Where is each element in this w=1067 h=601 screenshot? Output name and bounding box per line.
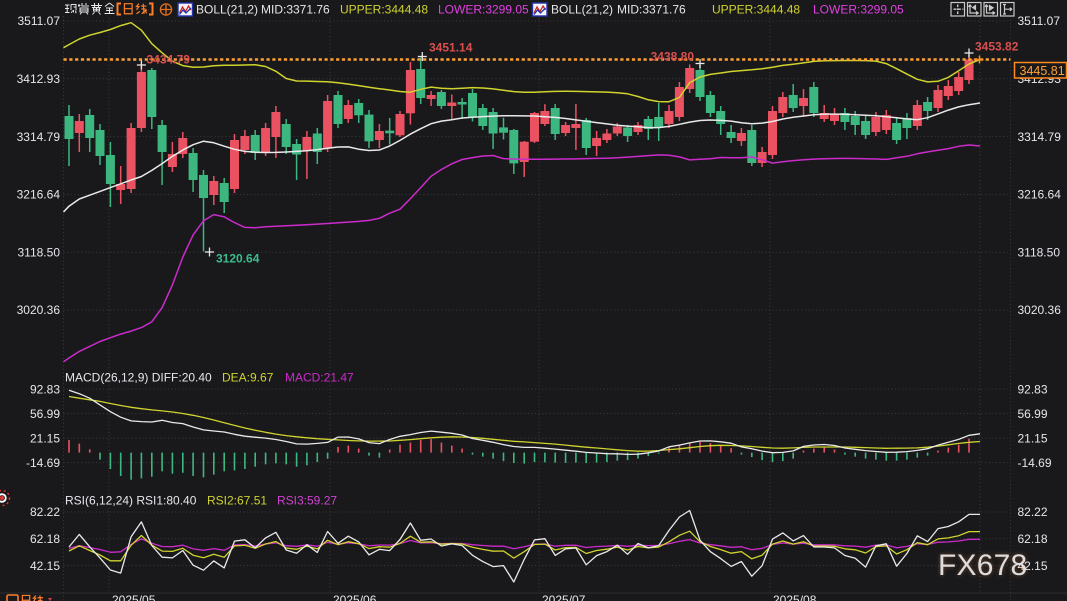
svg-text:LOWER:3299.05: LOWER:3299.05	[813, 3, 904, 17]
svg-text:2025/06: 2025/06	[333, 593, 377, 601]
svg-text:2025/07: 2025/07	[542, 593, 586, 601]
svg-text:92.83: 92.83	[1018, 382, 1048, 396]
svg-text:FX678: FX678	[938, 549, 1027, 582]
svg-text:RSI3:59.27: RSI3:59.27	[277, 494, 337, 508]
svg-text:RSI2:67.51: RSI2:67.51	[207, 494, 267, 508]
svg-text:3434.79: 3434.79	[147, 53, 191, 67]
svg-text:3511.07: 3511.07	[18, 14, 61, 28]
svg-text:3118.50: 3118.50	[1018, 245, 1061, 259]
svg-text:MID:3371.76: MID:3371.76	[617, 3, 686, 17]
svg-text:62.18: 62.18	[30, 532, 60, 546]
svg-text:3020.36: 3020.36	[1018, 303, 1062, 317]
svg-text:21.15: 21.15	[1018, 431, 1048, 445]
svg-text:3118.50: 3118.50	[18, 245, 61, 259]
svg-text:UPPER:3444.48: UPPER:3444.48	[340, 3, 428, 17]
svg-text:MACD:21.47: MACD:21.47	[285, 371, 354, 385]
svg-text:3451.14: 3451.14	[429, 41, 473, 55]
svg-text:LOWER:3299.05: LOWER:3299.05	[438, 3, 529, 17]
svg-text:BOLL(21,2): BOLL(21,2)	[196, 3, 258, 17]
svg-text:3438.80: 3438.80	[651, 50, 695, 64]
svg-text:DEA:9.67: DEA:9.67	[222, 371, 274, 385]
svg-text:3445.81: 3445.81	[1020, 64, 1065, 78]
svg-text:3120.64: 3120.64	[216, 252, 260, 266]
svg-text:82.22: 82.22	[30, 505, 60, 519]
svg-text:-14.69: -14.69	[1018, 456, 1052, 470]
svg-text:42.15: 42.15	[1018, 559, 1048, 573]
svg-text:3314.79: 3314.79	[1018, 130, 1062, 144]
svg-text:21.15: 21.15	[30, 431, 60, 445]
svg-text:MID:3371.76: MID:3371.76	[261, 3, 330, 17]
svg-text:MACD(26,12,9) DIFF:20.40: MACD(26,12,9) DIFF:20.40	[65, 371, 212, 385]
svg-text:42.15: 42.15	[30, 559, 60, 573]
svg-text:3216.64: 3216.64	[1018, 188, 1062, 202]
svg-text:2025/05: 2025/05	[112, 593, 156, 601]
svg-text:3412.93: 3412.93	[17, 72, 61, 86]
svg-text:3453.82: 3453.82	[975, 40, 1019, 54]
svg-text:BOLL(21,2): BOLL(21,2)	[551, 3, 613, 17]
svg-text:-14.69: -14.69	[26, 456, 60, 470]
svg-text:2025/08: 2025/08	[773, 593, 817, 601]
svg-text:56.99: 56.99	[1018, 407, 1048, 421]
svg-text:56.99: 56.99	[30, 407, 60, 421]
svg-text:82.22: 82.22	[1018, 505, 1048, 519]
svg-text:3511.07: 3511.07	[1018, 14, 1061, 28]
svg-text:3020.36: 3020.36	[17, 303, 61, 317]
svg-text:3314.79: 3314.79	[17, 130, 61, 144]
svg-text:UPPER:3444.48: UPPER:3444.48	[712, 3, 800, 17]
svg-text:3216.64: 3216.64	[17, 188, 61, 202]
svg-text:RSI(6,12,24) RSI1:80.40: RSI(6,12,24) RSI1:80.40	[65, 494, 197, 508]
svg-text:92.83: 92.83	[30, 382, 60, 396]
svg-text:62.18: 62.18	[1018, 532, 1048, 546]
